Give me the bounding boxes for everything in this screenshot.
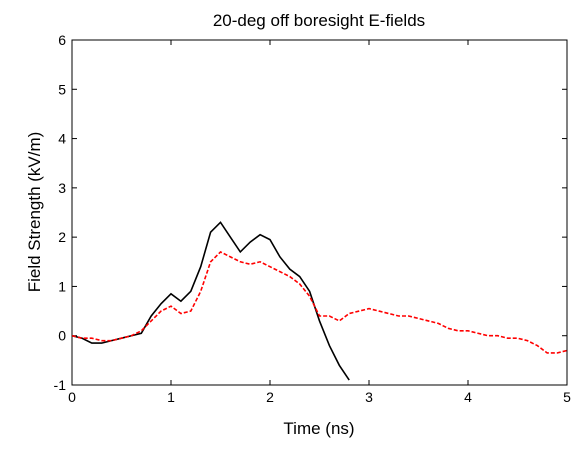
x-tick-label: 3 xyxy=(365,389,373,405)
x-axis-label: Time (ns) xyxy=(283,419,354,438)
x-tick-label: 5 xyxy=(563,389,571,405)
y-tick-label: 6 xyxy=(58,32,66,48)
x-tick-label: 4 xyxy=(464,389,472,405)
y-axis-label: Field Strength (kV/m) xyxy=(25,132,44,293)
y-tick-label: 4 xyxy=(58,131,66,147)
y-tick-label: -1 xyxy=(54,377,67,393)
series-line xyxy=(72,221,350,381)
y-tick-label: 1 xyxy=(58,278,66,294)
y-tick-label: 3 xyxy=(58,180,66,196)
x-tick-label: 0 xyxy=(68,389,76,405)
series-line xyxy=(72,250,567,354)
chart-title: 20-deg off boresight E-fields xyxy=(213,11,425,30)
plot-box xyxy=(71,39,568,386)
y-tick-label: 5 xyxy=(58,81,66,97)
x-tick-label: 2 xyxy=(266,389,274,405)
x-tick-label: 1 xyxy=(167,389,175,405)
y-tick-label: 2 xyxy=(58,229,66,245)
plot-lines xyxy=(72,221,567,381)
y-tick-label: 0 xyxy=(58,328,66,344)
